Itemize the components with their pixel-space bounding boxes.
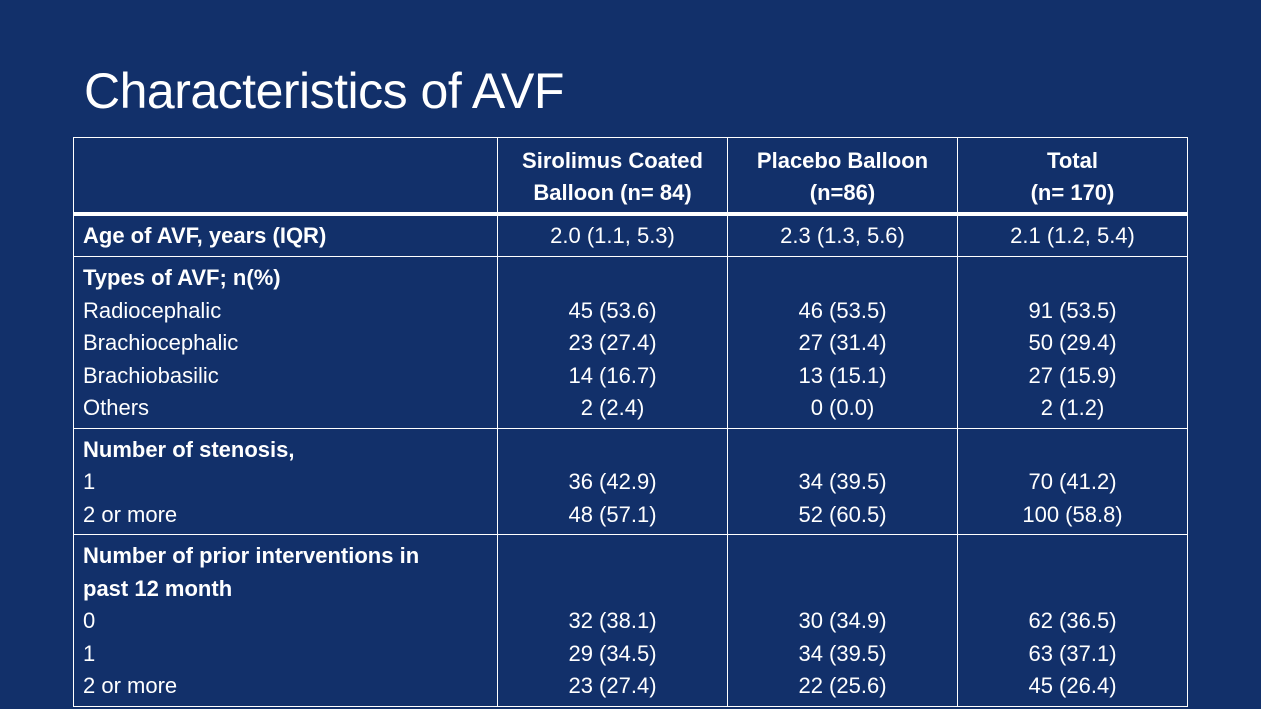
table-cell: 2 (2.4) xyxy=(580,395,645,420)
cell-age-placebo: 2.3 (1.3, 5.6) xyxy=(727,213,958,257)
table-row-age: Age of AVF, years (IQR) 2.0 (1.1, 5.3) 2… xyxy=(73,213,1188,257)
table-cell: 23 (27.4) xyxy=(568,673,657,698)
row-label: 1 xyxy=(83,469,96,494)
row-label-age: Age of AVF, years (IQR) xyxy=(73,213,498,257)
table-cell: 91 (53.5) xyxy=(1028,297,1117,323)
header-total: Total (n= 170) xyxy=(957,137,1188,216)
table-cell: 30 (34.9) xyxy=(798,608,887,633)
table-cell: 50 (29.4) xyxy=(1028,330,1117,355)
cell-age-total: 2.1 (1.2, 5.4) xyxy=(957,213,1188,257)
table-row-stenosis: Number of stenosis, 1 2 or more 36 (42.9… xyxy=(73,427,1188,535)
cells-interventions-placebo: 30 (34.9) 34 (39.5) 22 (25.6) xyxy=(727,534,958,707)
header-sirolimus: Sirolimus Coated Balloon (n= 84) xyxy=(497,137,728,216)
header-empty xyxy=(73,137,498,216)
row-label: Radiocephalic xyxy=(83,297,222,323)
table-cell: 52 (60.5) xyxy=(798,501,887,527)
cells-interventions-total: 62 (36.5) 63 (37.1) 45 (26.4) xyxy=(957,534,1188,707)
cells-stenosis-sirolimus: 36 (42.9) 48 (57.1) xyxy=(497,427,728,535)
cells-stenosis-total: 70 (41.2) 100 (58.8) xyxy=(957,427,1188,535)
header-sirolimus-line1: Sirolimus Coated xyxy=(522,147,703,173)
table-cell: 45 (26.4) xyxy=(1028,673,1117,698)
cells-interventions-sirolimus: 32 (38.1) 29 (34.5) 23 (27.4) xyxy=(497,534,728,707)
table-cell: 48 (57.1) xyxy=(568,501,657,527)
table-cell: 0 (0.0) xyxy=(810,395,875,420)
table-cell: 36 (42.9) xyxy=(568,469,657,494)
table-cell: 27 (15.9) xyxy=(1028,362,1117,388)
header-placebo: Placebo Balloon (n=86) xyxy=(727,137,958,216)
table-cell: 46 (53.5) xyxy=(798,297,887,323)
row-labels-interventions: Number of prior interventions in past 12… xyxy=(73,534,498,707)
row-label: Others xyxy=(83,395,150,420)
group-heading-stenosis: Number of stenosis, xyxy=(83,436,295,462)
table-cell: 34 (39.5) xyxy=(798,469,887,494)
row-label: 2 or more xyxy=(83,501,178,527)
header-total-line2: (n= 170) xyxy=(1030,179,1115,205)
header-placebo-line2: (n=86) xyxy=(809,179,876,205)
cell-age-sirolimus: 2.0 (1.1, 5.3) xyxy=(497,213,728,257)
table-cell: 34 (39.5) xyxy=(798,640,887,666)
table-cell: 63 (37.1) xyxy=(1028,640,1117,666)
slide-title: Characteristics of AVF xyxy=(84,63,564,119)
cells-types-placebo: 46 (53.5) 27 (31.4) 13 (15.1) 0 (0.0) xyxy=(727,256,958,429)
row-label: Brachiobasilic xyxy=(83,362,219,388)
avf-characteristics-table: Sirolimus Coated Balloon (n= 84) Placebo… xyxy=(73,137,1188,707)
header-total-line1: Total xyxy=(1047,147,1098,173)
table-cell: 32 (38.1) xyxy=(568,608,657,633)
table-cell: 100 (58.8) xyxy=(1022,501,1123,527)
group-heading-interventions-line1: Number of prior interventions in xyxy=(83,543,420,568)
table-cell: 22 (25.6) xyxy=(798,673,887,698)
cells-types-total: 91 (53.5) 50 (29.4) 27 (15.9) 2 (1.2) xyxy=(957,256,1188,429)
cells-types-sirolimus: 45 (53.6) 23 (27.4) 14 (16.7) 2 (2.4) xyxy=(497,256,728,429)
table-cell: 14 (16.7) xyxy=(568,362,657,388)
header-row: Sirolimus Coated Balloon (n= 84) Placebo… xyxy=(73,137,1188,216)
group-heading-interventions-line2: past 12 month xyxy=(83,575,233,601)
row-label: 2 or more xyxy=(83,673,178,698)
row-label: 1 xyxy=(83,640,96,666)
table-cell: 45 (53.6) xyxy=(568,297,657,323)
table-cell: 70 (41.2) xyxy=(1028,469,1117,494)
row-labels-stenosis: Number of stenosis, 1 2 or more xyxy=(73,427,498,535)
cells-stenosis-placebo: 34 (39.5) 52 (60.5) xyxy=(727,427,958,535)
row-label: 0 xyxy=(83,608,96,633)
header-sirolimus-line2: Balloon (n= 84) xyxy=(533,179,692,205)
table-cell: 62 (36.5) xyxy=(1028,608,1117,633)
table-row-interventions: Number of prior interventions in past 12… xyxy=(73,534,1188,707)
row-label: Brachiocephalic xyxy=(83,330,239,355)
table-row-types: Types of AVF; n(%) Radiocephalic Brachio… xyxy=(73,256,1188,429)
table-cell: 23 (27.4) xyxy=(568,330,657,355)
table-cell: 27 (31.4) xyxy=(798,330,887,355)
row-labels-types: Types of AVF; n(%) Radiocephalic Brachio… xyxy=(73,256,498,429)
table-cell: 13 (15.1) xyxy=(798,362,887,388)
table-cell: 29 (34.5) xyxy=(568,640,657,666)
group-heading-types: Types of AVF; n(%) xyxy=(83,265,281,290)
table-cell: 2 (1.2) xyxy=(1040,395,1105,420)
header-placebo-line1: Placebo Balloon xyxy=(756,147,929,173)
